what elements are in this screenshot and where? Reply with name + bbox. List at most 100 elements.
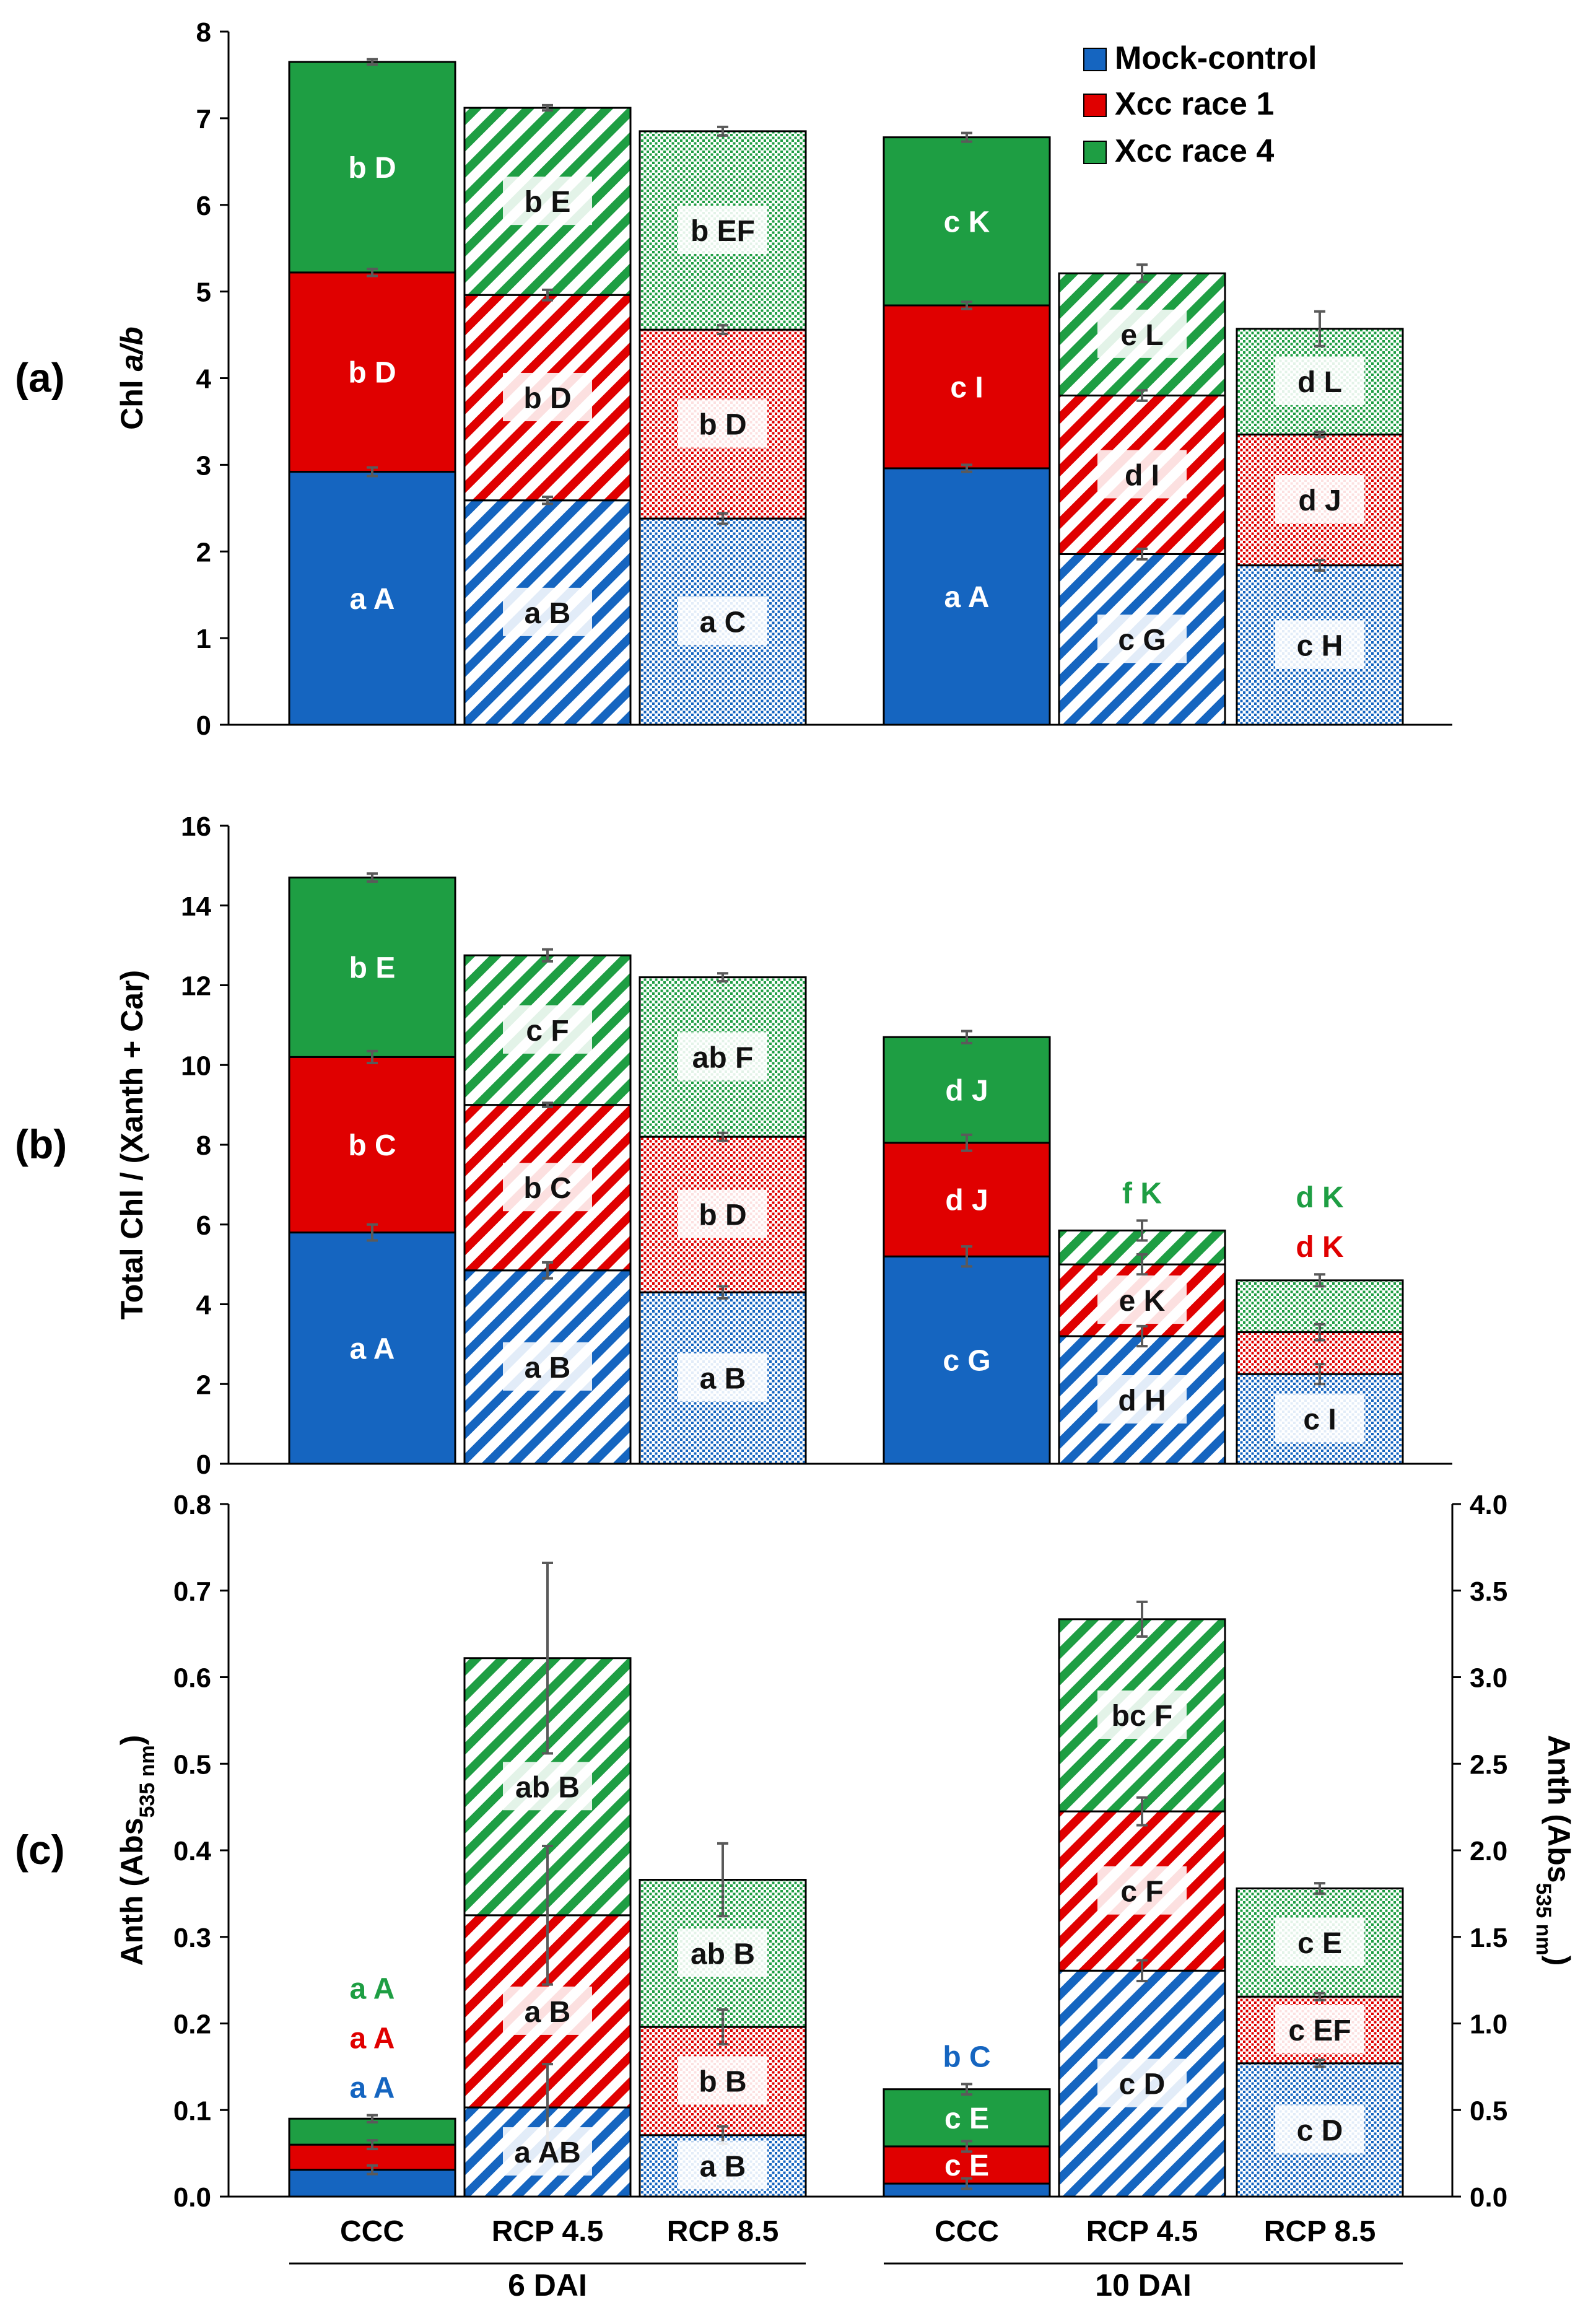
bar-segment-race4 — [883, 2088, 1051, 2148]
data-label-box — [1275, 475, 1364, 524]
data-label: c G — [943, 1345, 990, 1378]
data-label: c I — [950, 371, 983, 404]
legend-entry-race1: Xcc race 1 — [1115, 86, 1274, 122]
y-tick-label: 0.4 — [173, 1836, 212, 1866]
group-label: 6 DAI — [508, 2268, 587, 2303]
data-label-box — [1275, 1917, 1364, 1966]
y-tick-right-label: 3.0 — [1470, 1663, 1507, 1694]
panel-b: 0 2 4 6 8 10 12 14 16 Total Chl / (Xanth + Car) (b… — [15, 811, 1452, 1480]
data-label: e K — [1119, 1285, 1166, 1318]
data-label: b D — [523, 382, 571, 415]
data-label: a A — [350, 1332, 395, 1365]
bar-stack: a A c I c K — [883, 131, 1051, 726]
data-label: a B — [700, 1363, 746, 1396]
annotation-label: d K — [1296, 1231, 1344, 1264]
y-axis-label: Anth (Abs535 nm) — [115, 1735, 159, 1966]
data-label-box — [503, 2127, 592, 2176]
data-label: a C — [700, 606, 746, 639]
bar-stack: d H e K — [1058, 1219, 1226, 1465]
bar-segment-mock — [1236, 2062, 1404, 2198]
data-label-box — [503, 1986, 592, 2035]
data-label: c H — [1297, 629, 1343, 662]
data-label: d J — [945, 1074, 988, 1107]
data-label-box — [503, 587, 592, 636]
y-tick-right-label: 0.5 — [1470, 2096, 1507, 2126]
data-label: a B — [525, 597, 571, 630]
data-label-box — [1097, 1866, 1187, 1915]
data-label-box — [503, 1762, 592, 1811]
panel-label: (c) — [15, 1827, 65, 1873]
y-tick-label: 0.5 — [173, 1749, 211, 1780]
data-label-box — [1275, 620, 1364, 669]
y-tick-label: 0.2 — [173, 2010, 211, 2040]
bar-stack: a B b B ab B — [639, 1842, 807, 2198]
y-tick-label: 16 — [181, 811, 211, 842]
bar-segment-race4 — [288, 877, 456, 1058]
data-label: c D — [1119, 2068, 1166, 2101]
y-tick-label: 2 — [196, 1370, 211, 1400]
data-label: c K — [944, 206, 990, 238]
bar-segment-mock — [288, 1231, 456, 1465]
y-tick-label: 8 — [196, 17, 211, 48]
y-tick-label: 0.3 — [173, 1923, 211, 1953]
data-label-box — [503, 1342, 592, 1391]
y-axis-label: Chl a/b — [115, 326, 149, 430]
y-tick-label: 8 — [196, 1131, 211, 1161]
y-tick-label: 14 — [181, 891, 211, 922]
data-label-box — [503, 372, 592, 421]
legend-swatch-race1 — [1083, 94, 1107, 117]
data-label: b D — [348, 357, 396, 390]
bar-segment-race1 — [288, 1056, 456, 1234]
data-label: c G — [1118, 624, 1166, 657]
category-label: RCP 4.5 — [492, 2215, 604, 2248]
y-tick-label: 7 — [196, 104, 211, 134]
data-label: d J — [1298, 484, 1341, 517]
legend-swatch-mock — [1083, 48, 1107, 71]
y-tick-label: 2 — [196, 537, 211, 567]
data-label-box — [678, 2141, 767, 2190]
bar-stack: a B b D b E — [463, 103, 632, 726]
data-label-box — [678, 2056, 767, 2105]
data-label-box — [678, 206, 767, 255]
data-label: a A — [350, 583, 395, 616]
data-label: d L — [1297, 366, 1342, 399]
y-tick-right-label: 2.0 — [1470, 1836, 1507, 1866]
data-label-box — [1097, 1690, 1187, 1739]
data-label-box — [1097, 1375, 1187, 1424]
bar-stack: c G d I e L — [1058, 263, 1226, 726]
bar-stack: c H d J d L — [1236, 310, 1404, 726]
y-tick-label: 12 — [181, 971, 211, 1002]
bar-stack: c D c F bc F — [1058, 1600, 1226, 2198]
y-tick-label: 5 — [196, 278, 211, 308]
data-label: c I — [1303, 1404, 1336, 1437]
data-label-box — [1097, 2058, 1187, 2107]
bar-segment-race4 — [883, 136, 1051, 307]
y-tick-label: 4 — [196, 364, 212, 395]
y-tick-label: 6 — [196, 191, 211, 221]
annotation-label: a A — [350, 2023, 395, 2055]
data-label: b E — [525, 186, 571, 219]
y-axis-right-label: Anth (Abs535 nm) — [1532, 1735, 1576, 1966]
data-label: c F — [526, 1015, 569, 1048]
bar-segment-mock — [288, 471, 456, 726]
data-label-box — [1275, 2005, 1364, 2054]
y-tick-right-label: 3.5 — [1470, 1577, 1507, 1607]
data-label: b D — [699, 409, 746, 442]
y-axis-label: Total Chl / (Xanth + Car) — [115, 970, 149, 1319]
data-label-box — [1097, 615, 1187, 663]
bar-stack: a A b D b D — [288, 58, 456, 726]
data-label: b C — [348, 1129, 396, 1162]
bar-segment-race4 — [883, 1036, 1051, 1144]
data-label: b D — [699, 1199, 746, 1232]
data-label-box — [678, 597, 767, 645]
data-label: c E — [1297, 1927, 1342, 1960]
data-label: a AB — [514, 2137, 581, 2169]
y-tick-label: 6 — [196, 1210, 211, 1241]
y-tick-label: 0.7 — [173, 1577, 211, 1607]
y-tick-label: 10 — [181, 1051, 211, 1081]
data-label-box — [1275, 1394, 1364, 1443]
data-label: b D — [348, 152, 396, 185]
y-tick-label: 1 — [196, 624, 211, 654]
bar-stack: c D c EF c E — [1236, 1882, 1404, 2198]
